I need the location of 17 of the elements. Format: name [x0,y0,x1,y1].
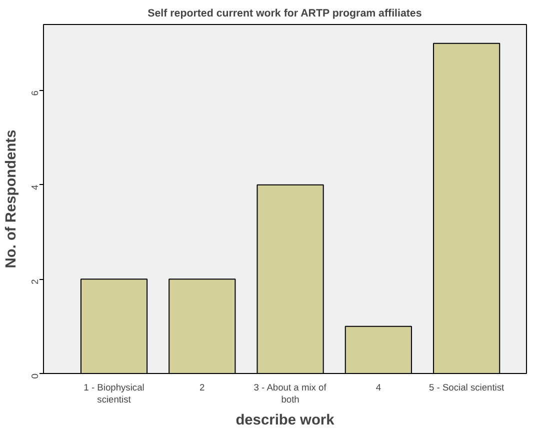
chart-title: Self reported current work for ARTP program affiliates [148,8,422,20]
x-tick-label: 2 [200,382,205,392]
bar [256,184,324,374]
bar [433,42,500,374]
x-axis-title: describe work [236,412,336,428]
x-tick-label: 1 - Biophysical scientist [84,382,144,404]
x-tick-label: 4 [376,382,382,392]
bar [344,326,412,374]
y-tick-label: 0 [30,373,40,379]
y-tick-label: 2 [30,279,40,284]
x-tick-label: 5 - Social scientist [428,382,505,392]
bar [80,278,148,374]
x-tick-label: 3 - About a mix of both [254,382,327,404]
y-tick-label: 4 [30,184,40,190]
bar [168,278,236,374]
y-tick-label: 6 [30,90,40,96]
y-axis-title: No. of Respondents [4,130,20,268]
